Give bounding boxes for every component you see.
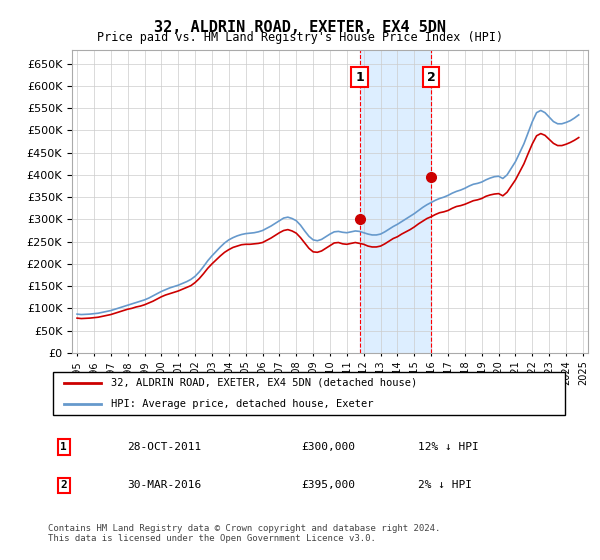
Text: 2% ↓ HPI: 2% ↓ HPI — [418, 480, 472, 491]
Text: Price paid vs. HM Land Registry's House Price Index (HPI): Price paid vs. HM Land Registry's House … — [97, 31, 503, 44]
Text: 2: 2 — [61, 480, 67, 491]
Text: 32, ALDRIN ROAD, EXETER, EX4 5DN (detached house): 32, ALDRIN ROAD, EXETER, EX4 5DN (detach… — [112, 378, 418, 388]
Text: 1: 1 — [355, 71, 364, 83]
Text: 32, ALDRIN ROAD, EXETER, EX4 5DN: 32, ALDRIN ROAD, EXETER, EX4 5DN — [154, 20, 446, 35]
Text: 12% ↓ HPI: 12% ↓ HPI — [418, 442, 478, 452]
Text: 2: 2 — [427, 71, 436, 83]
FancyBboxPatch shape — [53, 372, 565, 415]
Bar — [359, 50, 431, 353]
Text: 28-OCT-2011: 28-OCT-2011 — [127, 442, 202, 452]
Text: £300,000: £300,000 — [301, 442, 355, 452]
Text: 1: 1 — [61, 442, 67, 452]
Text: £395,000: £395,000 — [301, 480, 355, 491]
Text: 30-MAR-2016: 30-MAR-2016 — [127, 480, 202, 491]
Text: Contains HM Land Registry data © Crown copyright and database right 2024.
This d: Contains HM Land Registry data © Crown c… — [48, 524, 440, 543]
Text: HPI: Average price, detached house, Exeter: HPI: Average price, detached house, Exet… — [112, 399, 374, 409]
